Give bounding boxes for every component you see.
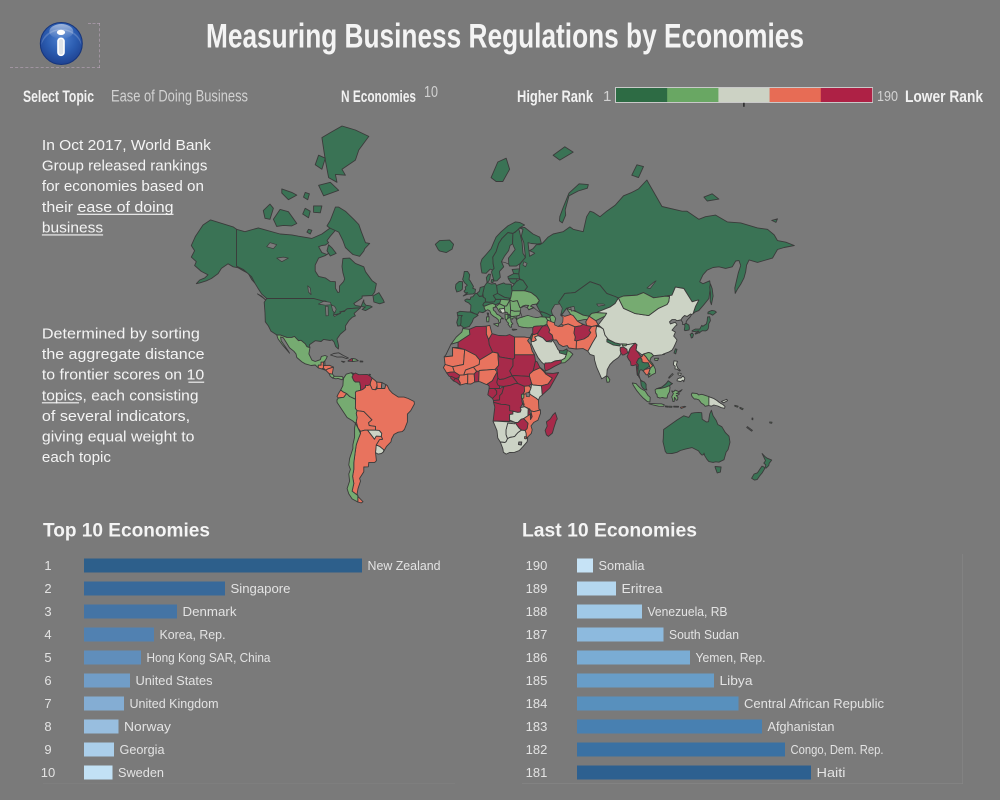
svg-text:In Oct 2017, World Bank: In Oct 2017, World Bank	[42, 137, 212, 154]
svg-text:business: business	[42, 219, 103, 236]
svg-text:to frontier scores on 10: to frontier scores on 10	[42, 367, 204, 384]
svg-text:190: 190	[877, 88, 898, 105]
svg-text:Lower Rank: Lower Rank	[905, 87, 983, 106]
svg-text:Congo, Dem. Rep.: Congo, Dem. Rep.	[791, 742, 884, 757]
svg-text:187: 187	[526, 627, 548, 642]
svg-text:Haiti: Haiti	[817, 765, 846, 780]
svg-text:New Zealand: New Zealand	[368, 558, 441, 573]
svg-text:United States: United States	[136, 673, 213, 688]
svg-text:Hong Kong SAR, China: Hong Kong SAR, China	[147, 650, 272, 665]
svg-text:Venezuela, RB: Venezuela, RB	[648, 604, 728, 619]
svg-text:Libya: Libya	[720, 673, 754, 688]
svg-text:2: 2	[44, 581, 51, 596]
svg-text:186: 186	[526, 650, 548, 665]
svg-text:7: 7	[44, 696, 51, 711]
svg-text:182: 182	[526, 742, 548, 757]
svg-text:Measuring Business Regulations: Measuring Business Regulations by Econom…	[206, 18, 804, 56]
svg-text:of several indicators,: of several indicators,	[42, 408, 190, 425]
svg-text:each topic: each topic	[42, 449, 112, 466]
svg-text:6: 6	[44, 673, 51, 688]
svg-text:the aggregate distance: the aggregate distance	[42, 346, 205, 363]
svg-text:8: 8	[44, 719, 51, 734]
svg-text:189: 189	[526, 581, 548, 596]
svg-text:Determined by sorting: Determined by sorting	[42, 326, 200, 343]
svg-text:181: 181	[526, 765, 548, 780]
svg-text:1: 1	[603, 88, 611, 105]
svg-text:giving equal weight to: giving equal weight to	[42, 428, 195, 445]
svg-text:188: 188	[526, 604, 548, 619]
svg-text:for economies based on: for economies based on	[42, 178, 204, 195]
svg-text:Sweden: Sweden	[118, 765, 164, 780]
svg-text:Top 10 Economies: Top 10 Economies	[43, 520, 210, 542]
svg-text:Higher Rank: Higher Rank	[517, 87, 593, 106]
svg-text:5: 5	[44, 650, 51, 665]
svg-text:Last 10 Economies: Last 10 Economies	[522, 520, 697, 542]
svg-text:Korea, Rep.: Korea, Rep.	[160, 627, 226, 642]
svg-text:Eritrea: Eritrea	[622, 581, 664, 596]
svg-text:Select Topic: Select Topic	[23, 87, 94, 106]
svg-text:Norway: Norway	[124, 719, 172, 734]
svg-text:Yemen, Rep.: Yemen, Rep.	[696, 650, 766, 665]
svg-text:1: 1	[44, 558, 51, 573]
svg-text:topics, each consisting: topics, each consisting	[42, 387, 199, 404]
svg-text:Central African Republic: Central African Republic	[744, 696, 884, 711]
svg-text:Denmark: Denmark	[183, 604, 237, 619]
svg-text:4: 4	[44, 627, 51, 642]
svg-text:Ease of Doing Business: Ease of Doing Business	[111, 87, 248, 106]
svg-text:184: 184	[526, 696, 548, 711]
svg-text:10: 10	[424, 84, 438, 101]
svg-text:Georgia: Georgia	[120, 742, 166, 757]
svg-text:South Sudan: South Sudan	[669, 627, 739, 642]
svg-text:10: 10	[41, 765, 55, 780]
svg-text:United Kingdom: United Kingdom	[130, 696, 219, 711]
svg-text:3: 3	[44, 604, 51, 619]
svg-text:190: 190	[526, 558, 548, 573]
svg-text:their ease of doing: their ease of doing	[42, 199, 174, 216]
svg-text:Group released rankings: Group released rankings	[42, 158, 208, 175]
svg-text:185: 185	[526, 673, 548, 688]
svg-text:183: 183	[526, 719, 548, 734]
svg-text:N Economies: N Economies	[341, 87, 416, 106]
svg-text:9: 9	[44, 742, 51, 757]
svg-text:Afghanistan: Afghanistan	[768, 719, 835, 734]
svg-text:Somalia: Somalia	[599, 558, 646, 573]
svg-text:Singapore: Singapore	[231, 581, 291, 596]
